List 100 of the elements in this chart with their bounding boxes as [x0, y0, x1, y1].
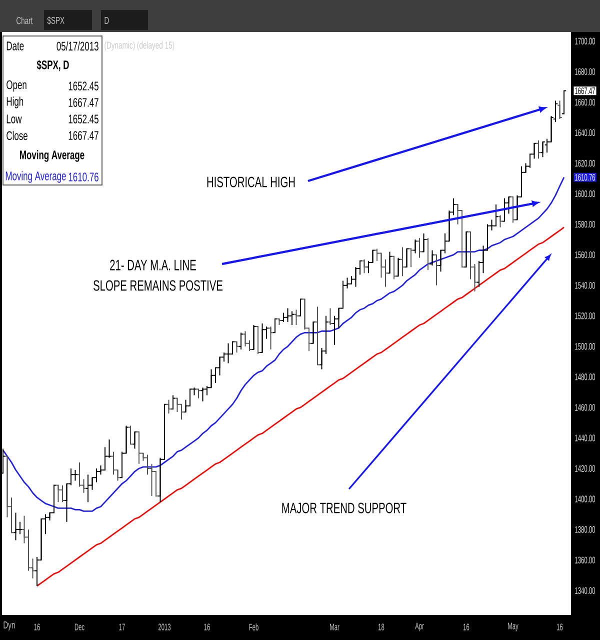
candlestick — [557, 100, 562, 120]
candlestick — [110, 451, 116, 476]
x-tick-label: 16 — [204, 624, 210, 630]
candlestick — [493, 204, 499, 226]
candlestick — [294, 309, 299, 326]
annotation: Close — [6, 130, 28, 140]
annotation: 1652.45 — [68, 82, 98, 90]
annotation: 1610.76 — [68, 172, 98, 182]
candlestick — [226, 342, 231, 364]
candlestick — [144, 454, 150, 476]
candlestick — [56, 484, 61, 503]
y-tick-label: 1580.00 — [575, 220, 596, 228]
y-tick-label: 1420.00 — [575, 465, 596, 472]
candlestick — [502, 198, 508, 222]
candlestick — [153, 471, 159, 496]
annotation: Open — [6, 80, 26, 92]
y-tick-label: 1340.00 — [575, 587, 596, 594]
annotation: $SPX, D — [36, 60, 69, 72]
y-tick-label: 1680.00 — [575, 68, 596, 76]
candlestick — [136, 431, 142, 464]
candlestick — [132, 431, 138, 450]
candlestick — [536, 140, 542, 160]
annotation: MAJOR TREND SUPPORT — [282, 502, 406, 514]
candlestick — [425, 238, 431, 271]
candlestick — [391, 256, 397, 280]
y-tick-label: 1380.00 — [575, 526, 596, 533]
candlestick — [242, 330, 248, 347]
annotation: 1652.45 — [68, 114, 98, 124]
y-tick-label: 1520.00 — [575, 312, 596, 320]
x-tick-label: 17 — [119, 624, 125, 630]
y-tick-label: 1660.00 — [575, 98, 596, 106]
candlestick — [255, 326, 261, 355]
y-tick-label: 1440.00 — [575, 434, 596, 442]
candlestick — [170, 394, 176, 410]
y-tick-label: 1540.00 — [575, 282, 596, 289]
candlestick — [285, 308, 290, 322]
candlestick — [102, 446, 108, 471]
candlestick — [464, 231, 469, 268]
x-tick-label: May — [508, 622, 518, 632]
candlestick — [280, 312, 286, 322]
x-tick-label: 2013 — [158, 624, 171, 630]
candlestick — [404, 248, 410, 268]
candlestick — [561, 90, 567, 114]
candlestick — [298, 298, 304, 316]
candlestick — [408, 248, 414, 268]
annotation: Date — [6, 42, 24, 50]
y-tick-label: 1600.00 — [575, 190, 596, 198]
candlestick — [434, 254, 440, 286]
candlestick — [234, 341, 240, 353]
y-tick-label: 1480.00 — [575, 374, 596, 380]
candlestick — [217, 356, 222, 376]
annotation: Moving Average — [20, 150, 84, 162]
annotation: High — [6, 96, 24, 108]
x-tick-label: Apr — [415, 622, 424, 632]
candlestick — [72, 470, 78, 482]
candlestick — [76, 462, 82, 488]
candlestick — [362, 258, 367, 274]
candlestick — [13, 512, 18, 541]
candlestick — [196, 388, 202, 399]
text: $SPX — [47, 16, 64, 25]
annotation: Low — [6, 114, 22, 124]
annotation: 1610.76 — [575, 174, 596, 181]
candlestick — [17, 521, 23, 535]
candlestick — [251, 324, 256, 350]
candlestick — [166, 399, 172, 414]
candlestick — [174, 398, 180, 413]
candlestick — [396, 257, 401, 277]
x-tick-label: 16 — [557, 624, 563, 630]
annotation: HISTORICAL HIGH — [207, 176, 295, 188]
y-tick-label: 1560.00 — [575, 251, 596, 258]
y-tick-label: 1640.00 — [575, 129, 596, 136]
text: D — [104, 17, 109, 24]
candlestick — [328, 308, 333, 326]
candlestick — [85, 474, 91, 503]
text: Moving Average — [6, 171, 66, 183]
x-tick-label: Dec — [74, 624, 84, 630]
x-tick-label: Feb — [249, 624, 258, 630]
candlestick — [200, 387, 206, 402]
candlestick — [260, 322, 265, 353]
annotation: 21- DAY M.A. LINE — [110, 260, 196, 270]
annotation: SLOPE REMAINS POSTIVE — [94, 280, 223, 291]
candlestick — [421, 232, 426, 252]
y-tick-label: 1400.00 — [575, 496, 596, 502]
candlestick — [208, 368, 214, 388]
y-tick-label: 1500.00 — [575, 343, 596, 350]
y-tick-label: 1360.00 — [575, 556, 596, 564]
x-tick-label: 18 — [378, 624, 384, 630]
candlestick — [272, 318, 278, 334]
candlestick — [238, 332, 244, 350]
annotation: 1667.47 — [575, 87, 595, 94]
candlestick — [128, 425, 134, 445]
y-tick-label: 1620.00 — [575, 160, 596, 167]
candlestick — [400, 246, 406, 277]
candlestick — [468, 231, 474, 280]
candlestick — [378, 252, 384, 278]
annotation: 05/17/2013 — [56, 41, 98, 51]
candlestick — [430, 250, 435, 266]
text: Dyn — [4, 622, 15, 630]
candlestick — [230, 341, 236, 355]
candlestick — [387, 251, 392, 274]
